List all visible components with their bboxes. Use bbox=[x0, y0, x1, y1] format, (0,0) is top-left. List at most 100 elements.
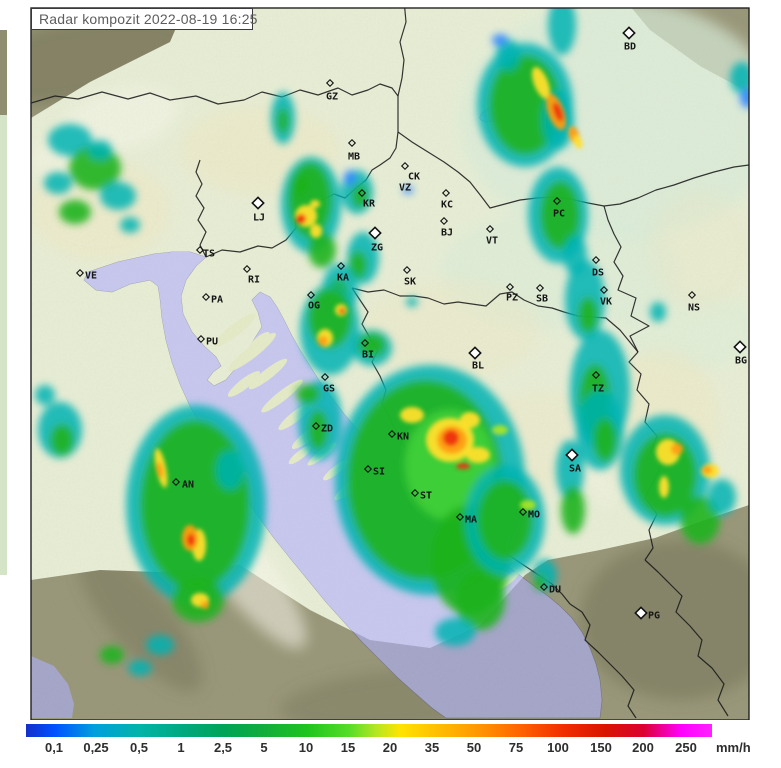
city-label-KA: KA bbox=[337, 273, 349, 284]
radar-site-diamond-BL bbox=[468, 346, 482, 360]
border-line bbox=[31, 83, 399, 105]
city-diamond-TZ bbox=[591, 370, 601, 380]
city-AN: AN bbox=[171, 477, 194, 491]
radar-cell-green bbox=[50, 424, 74, 456]
radar-cell-teal bbox=[730, 62, 749, 94]
radar-cell-teal bbox=[128, 660, 152, 676]
radar-cell-red bbox=[339, 308, 345, 314]
city-BI: BI bbox=[360, 338, 374, 361]
radar-cell-green bbox=[308, 232, 336, 268]
city-diamond-KC bbox=[441, 188, 451, 198]
city-label-DU: DU bbox=[549, 585, 561, 596]
city-label-KR: KR bbox=[363, 199, 376, 210]
city-MA: MA bbox=[455, 512, 477, 526]
radar-cell-green bbox=[349, 251, 367, 279]
city-diamond-TS bbox=[195, 245, 205, 255]
city-diamond-VK bbox=[599, 285, 609, 295]
terrain-noise bbox=[31, 8, 749, 720]
city-KC: KC bbox=[441, 188, 453, 211]
legend-tick-0_5: 0,5 bbox=[129, 740, 149, 755]
city-label-KC: KC bbox=[441, 200, 453, 211]
radar-cell-green bbox=[633, 433, 697, 517]
city-PC: PC bbox=[552, 196, 565, 220]
legend-tick-5: 5 bbox=[260, 740, 268, 755]
city-LJ: LJ bbox=[251, 196, 265, 224]
city-label-LJ: LJ bbox=[253, 213, 265, 224]
radar-cell-green bbox=[352, 184, 368, 208]
city-diamond-CK bbox=[400, 161, 410, 171]
city-label-RI: RI bbox=[248, 275, 260, 286]
map-edge-sliver-olive bbox=[0, 30, 7, 115]
city-diamond-PA bbox=[201, 292, 211, 302]
city-MO: MO bbox=[518, 507, 540, 521]
radar-site-diamond-BD bbox=[622, 26, 636, 40]
legend-tick-75: 75 bbox=[508, 740, 524, 755]
radar-cell-ygreen bbox=[520, 500, 536, 510]
city-diamond-KN bbox=[387, 429, 397, 439]
radar-cell-blue bbox=[740, 88, 749, 108]
radar-cell-orange bbox=[671, 443, 683, 455]
legend-tick-1: 1 bbox=[177, 740, 185, 755]
city-label-PU: PU bbox=[206, 337, 218, 348]
city-diamond-RI bbox=[242, 264, 252, 274]
radar-cell-yellow bbox=[310, 224, 322, 238]
radar-cell-teal bbox=[88, 140, 112, 160]
radar-cell-teal bbox=[35, 385, 55, 405]
radar-cell-red bbox=[443, 430, 459, 446]
radar-cell-red bbox=[456, 463, 470, 469]
city-label-GS: GS bbox=[323, 384, 335, 395]
city-diamond-MB bbox=[347, 138, 357, 148]
radar-cell-green bbox=[534, 574, 546, 590]
radar-site-diamond-ZG bbox=[368, 226, 382, 240]
radar-cell-teal bbox=[216, 450, 244, 490]
radar-cell-teal bbox=[650, 302, 666, 322]
city-label-MA: MA bbox=[465, 515, 477, 526]
radar-cell-green bbox=[561, 486, 585, 534]
radar-cell-green bbox=[540, 181, 580, 249]
radar-cell-green bbox=[290, 173, 310, 197]
radar-cell-red bbox=[187, 534, 195, 546]
radar-site-diamond-LJ bbox=[251, 196, 265, 210]
city-label-VK: VK bbox=[600, 297, 612, 308]
radar-cell-yellow bbox=[573, 135, 583, 149]
legend-tick-0_1: 0,1 bbox=[44, 740, 64, 755]
radar-cell-teal bbox=[48, 124, 92, 156]
city-label-PG: PG bbox=[648, 611, 660, 622]
city-diamond-MO bbox=[518, 507, 528, 517]
radar-cell-green bbox=[308, 410, 328, 450]
radar-cell-green bbox=[100, 646, 124, 664]
radar-cell-red bbox=[552, 102, 564, 122]
city-label-CK: CK bbox=[408, 172, 420, 183]
city-BD: BD bbox=[622, 26, 636, 53]
legend-tick-200: 200 bbox=[632, 740, 654, 755]
city-RI: RI bbox=[242, 264, 260, 286]
city-GS: GS bbox=[320, 372, 335, 395]
legend-tick-15: 15 bbox=[340, 740, 356, 755]
radar-cell-teal bbox=[548, 8, 576, 55]
city-label-KN: KN bbox=[397, 432, 409, 443]
legend-tick-150: 150 bbox=[590, 740, 612, 755]
city-label-DS: DS bbox=[592, 268, 604, 279]
radar-cell-yellow bbox=[310, 200, 320, 208]
city-label-VE: VE bbox=[85, 271, 97, 282]
city-diamond-ZD bbox=[311, 421, 321, 431]
city-diamond-GZ bbox=[325, 78, 335, 88]
city-ZD: ZD bbox=[311, 421, 333, 435]
border-line bbox=[603, 205, 650, 353]
radar-cell-green bbox=[578, 297, 598, 333]
radar-cell-teal bbox=[100, 182, 136, 210]
city-label-BJ: BJ bbox=[441, 228, 453, 239]
intensity-legend: 0,1 0,25 0,5 1 2,5 5 10 15 20 35 50 75 100 150 200 250 … bbox=[0, 720, 781, 768]
legend-unit: mm/h bbox=[716, 740, 751, 755]
radar-cell-yellow bbox=[466, 447, 490, 463]
city-diamond-DU bbox=[539, 582, 549, 592]
city-BL: BL bbox=[468, 346, 484, 372]
radar-cell-yellow bbox=[400, 407, 424, 423]
radar-cell-ygreen bbox=[492, 425, 508, 435]
city-SK: SK bbox=[402, 265, 416, 288]
radar-cell-orange bbox=[702, 466, 712, 474]
city-VK: VK bbox=[599, 285, 612, 308]
city-VE: VE bbox=[75, 268, 97, 282]
